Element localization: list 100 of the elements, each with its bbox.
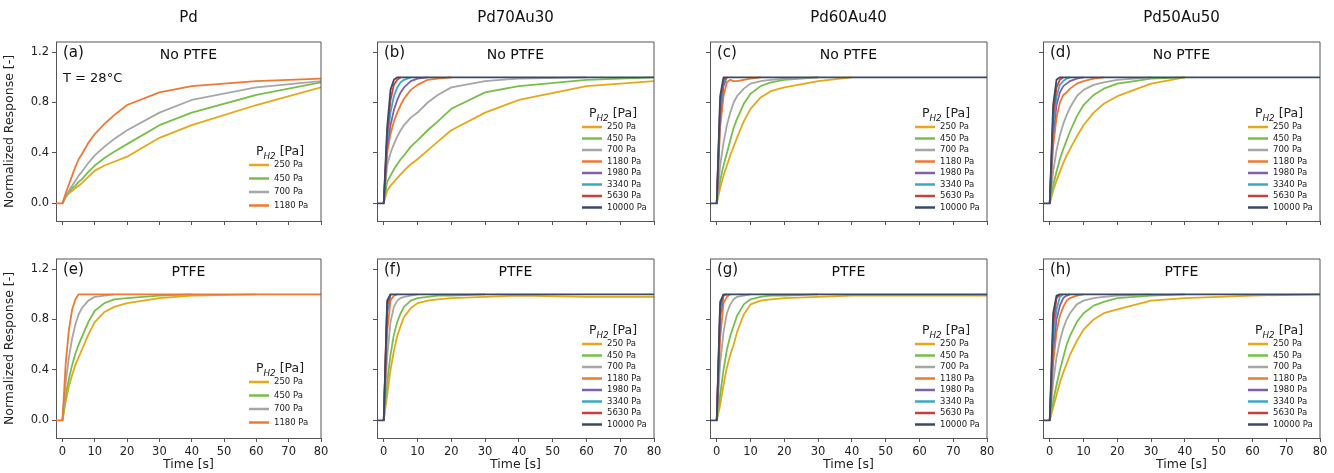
x-tick-label: 10 bbox=[410, 443, 425, 458]
legend-label: 450 Pa bbox=[274, 172, 303, 183]
legend-label: 3340 Pa bbox=[1273, 395, 1308, 406]
legend-label: 10000 Pa bbox=[1273, 418, 1313, 429]
annotation: (g) bbox=[717, 260, 739, 279]
annotation: (h) bbox=[1050, 260, 1072, 279]
legend-label: 5630 Pa bbox=[940, 190, 975, 201]
chart-subtitle: No PTFE bbox=[159, 45, 218, 62]
x-tick-label: 10 bbox=[743, 443, 758, 458]
legend-label: 3340 Pa bbox=[940, 395, 975, 406]
legend-label: 450 Pa bbox=[940, 349, 969, 360]
x-tick-label: 70 bbox=[945, 443, 961, 458]
x-tick-label: 80 bbox=[1312, 443, 1328, 458]
chart-subtitle: No PTFE bbox=[486, 45, 545, 62]
chart-subtitle: No PTFE bbox=[1152, 45, 1211, 62]
chart-subtitle: PTFE bbox=[831, 262, 866, 279]
legend-label: 700 Pa bbox=[607, 144, 636, 155]
legend-label: 700 Pa bbox=[940, 144, 969, 155]
chart-subtitle: No PTFE bbox=[819, 45, 878, 62]
annotation: (e) bbox=[63, 260, 84, 279]
legend-label: 1980 Pa bbox=[940, 167, 975, 178]
legend-label: 10000 Pa bbox=[607, 418, 647, 429]
x-axis-title: Time [s] bbox=[162, 455, 214, 471]
annotation: (f) bbox=[384, 260, 401, 279]
x-tick-label: 50 bbox=[216, 443, 232, 458]
legend-label: 5630 Pa bbox=[1273, 190, 1308, 201]
legend-label: 3340 Pa bbox=[607, 178, 642, 189]
x-tick-label: 0 bbox=[58, 443, 67, 458]
y-tick-label: 0.4 bbox=[30, 361, 49, 376]
legend-label: 5630 Pa bbox=[607, 407, 642, 418]
chart-title: Pd70Au30 bbox=[477, 7, 554, 26]
legend-label: 450 Pa bbox=[607, 349, 636, 360]
legend-label: 250 Pa bbox=[1273, 121, 1302, 132]
legend-label: 1180 Pa bbox=[607, 155, 642, 166]
x-tick-label: 80 bbox=[646, 443, 662, 458]
x-tick-label: 20 bbox=[777, 443, 792, 458]
x-tick-label: 50 bbox=[878, 443, 893, 458]
legend-label: 250 Pa bbox=[940, 338, 969, 349]
x-tick-label: 60 bbox=[249, 443, 264, 458]
y-axis-title: Normalized Response [-] bbox=[0, 54, 16, 209]
legend-label: 1180 Pa bbox=[274, 199, 309, 210]
annotation: (a) bbox=[63, 43, 84, 62]
legend-label: 1980 Pa bbox=[1273, 384, 1308, 395]
legend-label: 10000 Pa bbox=[940, 418, 980, 429]
legend-label: 1980 Pa bbox=[607, 384, 642, 395]
y-tick-label: 0.4 bbox=[30, 144, 49, 159]
x-tick-label: 0 bbox=[380, 443, 388, 458]
x-tick-label: 40 bbox=[184, 443, 200, 458]
x-tick-label: 40 bbox=[1177, 443, 1193, 458]
x-tick-label: 80 bbox=[979, 443, 995, 458]
legend-label: 250 Pa bbox=[274, 376, 303, 387]
annotation: T = 28°C bbox=[62, 69, 123, 85]
legend-label: 10000 Pa bbox=[940, 201, 980, 212]
legend-label: 450 Pa bbox=[940, 132, 969, 143]
chart-title: Pd60Au40 bbox=[810, 7, 887, 26]
x-tick-label: 40 bbox=[844, 443, 860, 458]
y-tick-label: 0.8 bbox=[30, 94, 49, 109]
legend-label: 450 Pa bbox=[1273, 132, 1302, 143]
legend-label: 250 Pa bbox=[607, 338, 636, 349]
x-tick-label: 0 bbox=[713, 443, 721, 458]
x-tick-label: 30 bbox=[810, 443, 826, 458]
legend-label: 450 Pa bbox=[1273, 349, 1302, 360]
x-tick-label: 70 bbox=[281, 443, 296, 458]
y-tick-label: 0.0 bbox=[30, 195, 49, 210]
legend-label: 700 Pa bbox=[274, 186, 303, 197]
x-tick-label: 30 bbox=[477, 443, 493, 458]
x-axis-title: Time [s] bbox=[822, 455, 874, 471]
chart-subtitle: PTFE bbox=[1164, 262, 1199, 279]
y-tick-label: 0.8 bbox=[30, 311, 49, 326]
x-tick-label: 80 bbox=[313, 443, 329, 458]
legend-label: 10000 Pa bbox=[607, 201, 647, 212]
legend-label: 700 Pa bbox=[1273, 361, 1302, 372]
legend-label: 450 Pa bbox=[607, 132, 636, 143]
y-tick-label: 0.0 bbox=[30, 412, 49, 427]
legend-label: 5630 Pa bbox=[607, 190, 642, 201]
x-tick-label: 60 bbox=[1245, 443, 1260, 458]
x-tick-label: 70 bbox=[1278, 443, 1294, 458]
legend-label: 3340 Pa bbox=[607, 395, 642, 406]
x-tick-label: 50 bbox=[1211, 443, 1226, 458]
legend-label: 5630 Pa bbox=[940, 407, 975, 418]
x-tick-label: 10 bbox=[1076, 443, 1091, 458]
legend-label: 1180 Pa bbox=[1273, 372, 1308, 383]
chart-subtitle: PTFE bbox=[171, 262, 206, 279]
x-tick-label: 20 bbox=[444, 443, 459, 458]
x-tick-label: 30 bbox=[1143, 443, 1159, 458]
legend-label: 1180 Pa bbox=[607, 372, 642, 383]
y-tick-label: 1.2 bbox=[30, 44, 49, 59]
legend-label: 1180 Pa bbox=[940, 155, 975, 166]
legend-label: 1180 Pa bbox=[1273, 155, 1308, 166]
annotation: (b) bbox=[384, 43, 406, 62]
annotation: (d) bbox=[1050, 43, 1072, 62]
legend-label: 3340 Pa bbox=[940, 178, 975, 189]
legend-label: 1980 Pa bbox=[607, 167, 642, 178]
annotation: (c) bbox=[717, 43, 737, 62]
legend-label: 250 Pa bbox=[940, 121, 969, 132]
x-tick-label: 40 bbox=[511, 443, 527, 458]
legend-label: 10000 Pa bbox=[1273, 201, 1313, 212]
legend-label: 3340 Pa bbox=[1273, 178, 1308, 189]
legend-label: 250 Pa bbox=[1273, 338, 1302, 349]
legend-label: 1980 Pa bbox=[1273, 167, 1308, 178]
